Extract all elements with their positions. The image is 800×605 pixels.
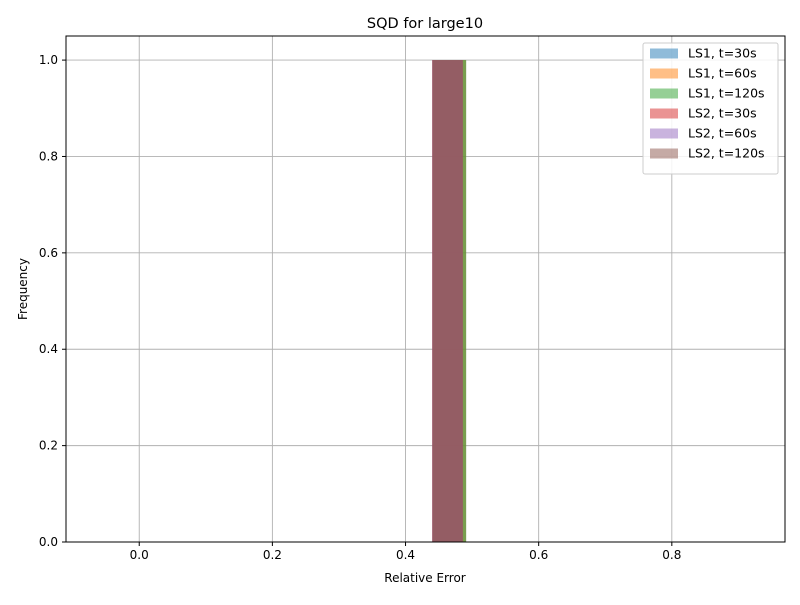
legend-label: LS1, t=30s (688, 46, 757, 61)
legend-label: LS1, t=120s (688, 86, 765, 101)
legend-label: LS1, t=60s (688, 66, 757, 81)
x-axis-ticks: 0.0 0.2 0.4 0.6 0.8 (130, 542, 681, 562)
legend-swatch (650, 128, 678, 139)
y-axis-ticks: 0.0 0.2 0.4 0.6 0.8 1.0 (39, 53, 66, 549)
legend-label: LS2, t=120s (688, 146, 765, 161)
histogram-bars (432, 60, 467, 542)
y-tick-label: 0.6 (39, 246, 58, 260)
x-tick-label: 0.8 (662, 548, 681, 562)
y-tick-label: 1.0 (39, 53, 58, 67)
y-tick-label: 0.2 (39, 439, 58, 453)
legend-swatch (650, 68, 678, 79)
legend-entries: LS1, t=30s LS1, t=60s LS1, t=120s LS2, t=30… (650, 46, 765, 161)
x-tick-label: 0.6 (529, 548, 548, 562)
chart-title: SQD for large10 (367, 16, 483, 32)
legend-swatch (650, 48, 678, 59)
plot-frame (65, 35, 786, 543)
legend: LS1, t=30s LS1, t=60s LS1, t=120s LS2, t=30… (642, 42, 779, 175)
x-axis-label: Relative Error (384, 571, 466, 585)
legend-swatch (650, 148, 678, 159)
y-tick-label: 0.4 (39, 342, 58, 356)
legend-swatch (650, 88, 678, 99)
histogram-bar (432, 60, 463, 542)
y-tick-label: 0.0 (39, 535, 58, 549)
legend-label: LS2, t=60s (688, 126, 757, 141)
y-axis-label: Frequency (16, 258, 30, 320)
x-tick-label: 0.0 (130, 548, 149, 562)
legend-swatch (650, 108, 678, 119)
x-tick-label: 0.2 (263, 548, 282, 562)
x-tick-label: 0.4 (396, 548, 415, 562)
legend-label: LS2, t=30s (688, 106, 757, 121)
y-tick-label: 0.8 (39, 149, 58, 163)
